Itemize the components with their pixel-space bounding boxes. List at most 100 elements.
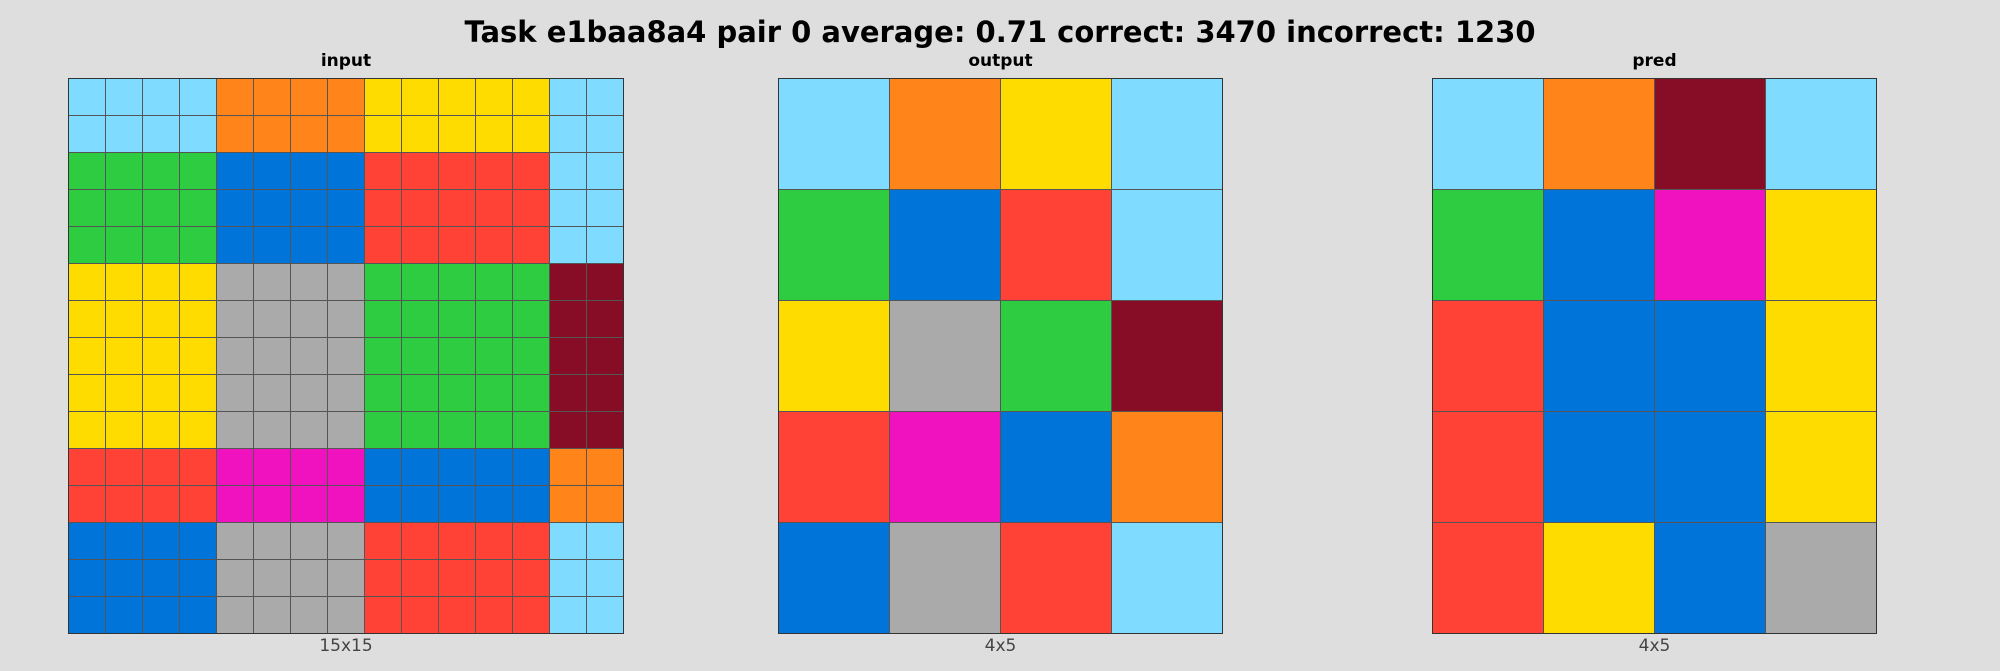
output-cell	[779, 79, 889, 189]
input-cell	[513, 597, 549, 633]
input-cell	[217, 597, 253, 633]
input-cell	[365, 449, 401, 485]
input-cell	[180, 597, 216, 633]
input-cell	[365, 597, 401, 633]
input-cell	[291, 227, 327, 263]
input-cell	[550, 375, 586, 411]
input-cell	[291, 116, 327, 152]
input-cell	[143, 449, 179, 485]
input-cell	[402, 338, 438, 374]
input-cell	[550, 79, 586, 115]
input-cell	[365, 412, 401, 448]
input-cell	[550, 486, 586, 522]
input-cell	[550, 116, 586, 152]
input-cell	[217, 153, 253, 189]
output-cell	[890, 79, 1000, 189]
input-cell	[143, 338, 179, 374]
input-cell	[180, 486, 216, 522]
input-cell	[180, 523, 216, 559]
input-cell	[513, 338, 549, 374]
pred-cell	[1766, 412, 1876, 522]
input-cell	[513, 79, 549, 115]
pred-cell	[1544, 190, 1654, 300]
input-cell	[254, 597, 290, 633]
input-cell	[587, 338, 623, 374]
input-cell	[254, 190, 290, 226]
input-cell	[476, 153, 512, 189]
input-cell	[217, 301, 253, 337]
input-cell	[143, 412, 179, 448]
output-cell	[779, 412, 889, 522]
input-cell	[439, 227, 475, 263]
input-cell	[180, 338, 216, 374]
input-cell	[587, 153, 623, 189]
input-cell	[365, 153, 401, 189]
input-cell	[587, 597, 623, 633]
input-cell	[439, 338, 475, 374]
input-cell	[328, 153, 364, 189]
input-cell	[439, 116, 475, 152]
pred-cell	[1766, 523, 1876, 633]
input-cell	[69, 523, 105, 559]
input-cell	[106, 301, 142, 337]
input-cell	[254, 449, 290, 485]
input-cell	[69, 560, 105, 596]
input-cell	[217, 264, 253, 300]
input-cell	[513, 412, 549, 448]
input-cell	[69, 116, 105, 152]
pred-cell	[1766, 190, 1876, 300]
input-cell	[217, 486, 253, 522]
input-cell	[513, 301, 549, 337]
input-cell	[439, 190, 475, 226]
pred-cell	[1766, 301, 1876, 411]
input-cell	[550, 264, 586, 300]
output-cell	[779, 190, 889, 300]
input-cell	[365, 338, 401, 374]
input-cell	[513, 486, 549, 522]
input-cell	[476, 264, 512, 300]
input-cell	[365, 116, 401, 152]
input-cell	[365, 227, 401, 263]
output-grid	[778, 78, 1223, 634]
input-cell	[217, 338, 253, 374]
input-cell	[69, 412, 105, 448]
input-cell	[365, 190, 401, 226]
input-cell	[550, 523, 586, 559]
input-grid	[68, 78, 624, 634]
output-cell	[1001, 190, 1111, 300]
input-cell	[180, 153, 216, 189]
input-cell	[143, 301, 179, 337]
input-cell	[69, 375, 105, 411]
input-cell	[476, 338, 512, 374]
pred-cell	[1544, 412, 1654, 522]
pred-cell	[1655, 412, 1765, 522]
input-cell	[69, 190, 105, 226]
input-cell	[476, 190, 512, 226]
pred-dimensions-label: 4x5	[1638, 636, 1671, 656]
input-cell	[328, 79, 364, 115]
input-cell	[476, 227, 512, 263]
input-cell	[291, 375, 327, 411]
input-cell	[550, 338, 586, 374]
output-cell	[890, 412, 1000, 522]
pred-cell	[1433, 523, 1543, 633]
input-cell	[328, 375, 364, 411]
input-cell	[180, 301, 216, 337]
input-cell	[328, 560, 364, 596]
input-cell	[254, 560, 290, 596]
input-cell	[365, 523, 401, 559]
input-cell	[328, 338, 364, 374]
input-cell	[106, 523, 142, 559]
input-cell	[143, 264, 179, 300]
input-cell	[291, 264, 327, 300]
input-cell	[254, 486, 290, 522]
input-cell	[513, 523, 549, 559]
pred-cell	[1655, 79, 1765, 189]
input-cell	[328, 523, 364, 559]
input-cell	[106, 116, 142, 152]
input-cell	[254, 412, 290, 448]
output-cell	[779, 301, 889, 411]
input-cell	[365, 560, 401, 596]
input-cell	[328, 190, 364, 226]
output-cell	[779, 523, 889, 633]
